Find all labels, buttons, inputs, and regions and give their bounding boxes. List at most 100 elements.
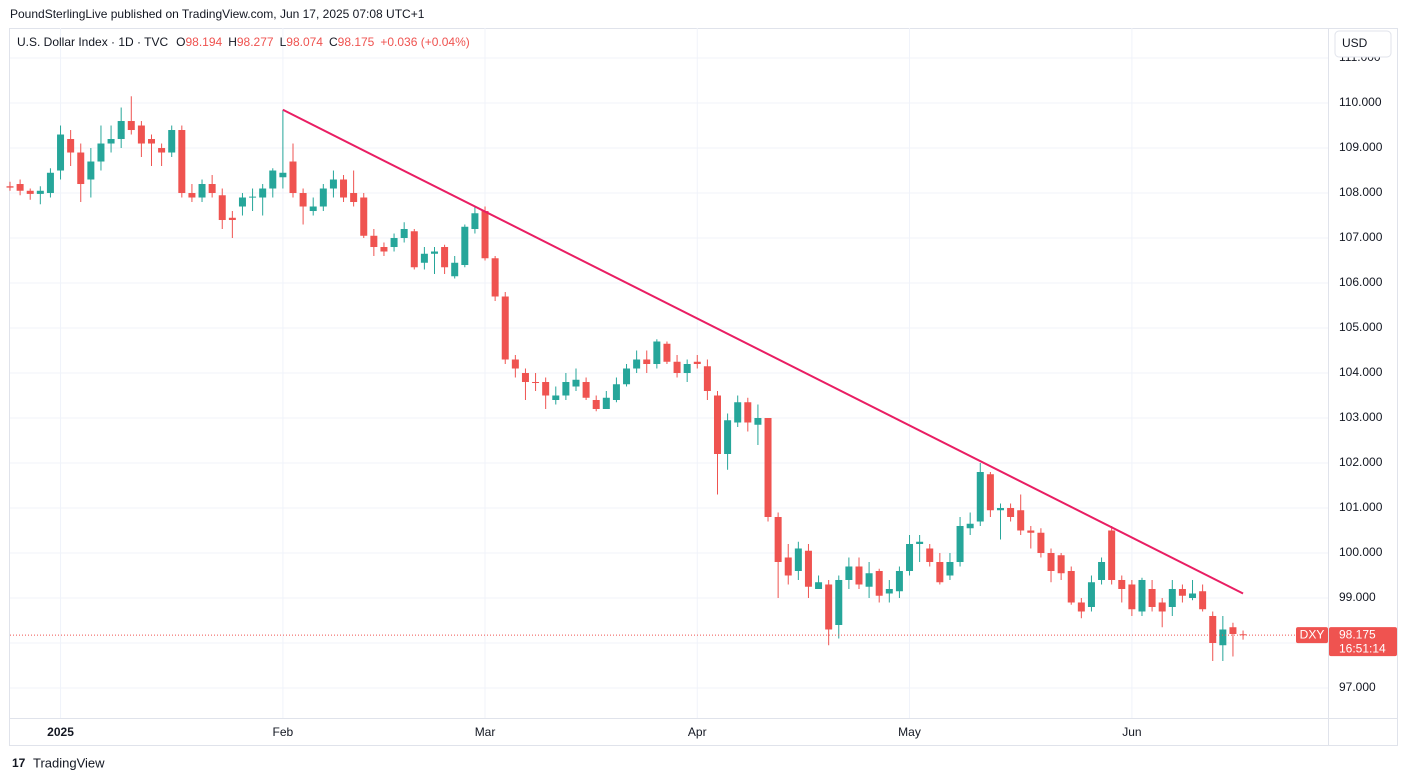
- candle-body: [309, 206, 317, 212]
- candle-body: [764, 418, 772, 517]
- candle-body: [703, 366, 711, 392]
- candle-body: [1047, 552, 1055, 571]
- candle-body: [532, 382, 540, 384]
- candle-body: [511, 359, 519, 369]
- candle-body: [976, 471, 984, 522]
- candle-body: [542, 382, 550, 396]
- y-tick-label: 108.000: [1339, 185, 1383, 199]
- candle-body: [1027, 530, 1035, 533]
- candle-body: [1098, 561, 1106, 580]
- candle-body: [228, 217, 236, 221]
- logo-mark: 17: [12, 756, 26, 770]
- candle-body: [329, 179, 337, 189]
- candle-body: [370, 235, 378, 248]
- symbol-tag: [1296, 627, 1328, 644]
- y-tick-label: 105.000: [1339, 320, 1383, 334]
- candle-body: [612, 384, 620, 401]
- candle-body: [481, 211, 489, 259]
- candle-body: [147, 139, 155, 144]
- candle-body: [158, 148, 166, 153]
- candle-body: [269, 170, 277, 189]
- candle-body: [137, 125, 145, 144]
- candle-body: [390, 238, 398, 248]
- candle-body: [582, 382, 590, 398]
- candle-body: [1209, 615, 1217, 643]
- candle-body: [249, 196, 257, 198]
- candle-body: [198, 184, 206, 198]
- legend-item: 98.194: [186, 35, 223, 49]
- logo-text: TradingView: [33, 755, 105, 770]
- candle-body: [1017, 510, 1025, 531]
- candle-body: [926, 548, 934, 562]
- candle-body: [1087, 582, 1095, 607]
- candle-body: [279, 172, 287, 178]
- candle-body: [885, 588, 893, 594]
- candle-body: [936, 561, 944, 583]
- candle-body: [794, 548, 802, 571]
- candle-body: [1178, 588, 1186, 596]
- candle-body: [420, 253, 428, 263]
- x-tick-label: 2025: [47, 725, 74, 739]
- legend-item: H: [228, 35, 237, 49]
- candle-body: [825, 584, 833, 630]
- candle-body: [996, 507, 1004, 511]
- currency-button[interactable]: [1334, 30, 1392, 58]
- candle-body: [1067, 570, 1075, 603]
- legend: U.S. Dollar Index · 1D · TVC O98.194 H98.2…: [17, 35, 470, 49]
- candle-body: [855, 566, 863, 585]
- candle-body: [208, 184, 216, 194]
- candle-body: [97, 143, 105, 162]
- candle-body: [895, 570, 903, 592]
- legend-item: U.S. Dollar Index · 1D · TVC: [17, 35, 168, 49]
- price-tag: [1329, 627, 1397, 657]
- candle-body: [552, 395, 560, 401]
- candle-body: [592, 400, 600, 410]
- y-tick-label: 102.000: [1339, 455, 1383, 469]
- legend-item: O: [176, 35, 185, 49]
- y-tick-label: 100.000: [1339, 545, 1383, 559]
- candle-body: [572, 379, 580, 387]
- candle-body: [26, 190, 34, 194]
- candle-body: [693, 361, 701, 365]
- candle-body: [491, 258, 499, 297]
- candle-body: [441, 247, 449, 268]
- candle-body: [380, 247, 388, 252]
- candle-body: [1168, 588, 1176, 607]
- x-tick-label: Apr: [688, 725, 707, 739]
- candle-body: [77, 152, 85, 185]
- candle-body: [299, 193, 307, 207]
- candle-body: [1128, 584, 1136, 610]
- candle-body: [754, 418, 762, 425]
- candle-body: [713, 395, 721, 454]
- candle-body: [360, 197, 368, 236]
- candle-body: [461, 226, 469, 266]
- candle-body: [238, 197, 246, 207]
- currency-label: USD: [1342, 36, 1368, 50]
- candle-body: [986, 474, 994, 511]
- candle-body: [67, 139, 75, 153]
- candle-body: [784, 557, 792, 576]
- candle-body: [87, 161, 95, 180]
- candle-body: [501, 296, 509, 360]
- candle-body: [36, 190, 44, 194]
- candle-body: [16, 184, 24, 191]
- candle-body: [966, 523, 974, 529]
- x-tick-label: May: [898, 725, 921, 739]
- candle-body: [602, 397, 610, 410]
- candle-body: [946, 561, 954, 576]
- candle-body: [845, 566, 853, 580]
- legend-item: +0.036 (+0.04%): [380, 35, 469, 49]
- candle-body: [1037, 532, 1045, 553]
- y-tick-label: 101.000: [1339, 500, 1383, 514]
- candle-body: [1118, 579, 1126, 589]
- y-tick-label: 97.000: [1339, 680, 1376, 694]
- candle-body: [6, 186, 14, 188]
- candle-body: [815, 582, 823, 589]
- candle-body: [46, 172, 54, 194]
- candle-body: [350, 193, 358, 203]
- candle-body: [451, 262, 459, 277]
- candle-body: [127, 121, 135, 131]
- candle-body: [1219, 629, 1227, 646]
- symbol-tag-label: DXY: [1300, 627, 1325, 641]
